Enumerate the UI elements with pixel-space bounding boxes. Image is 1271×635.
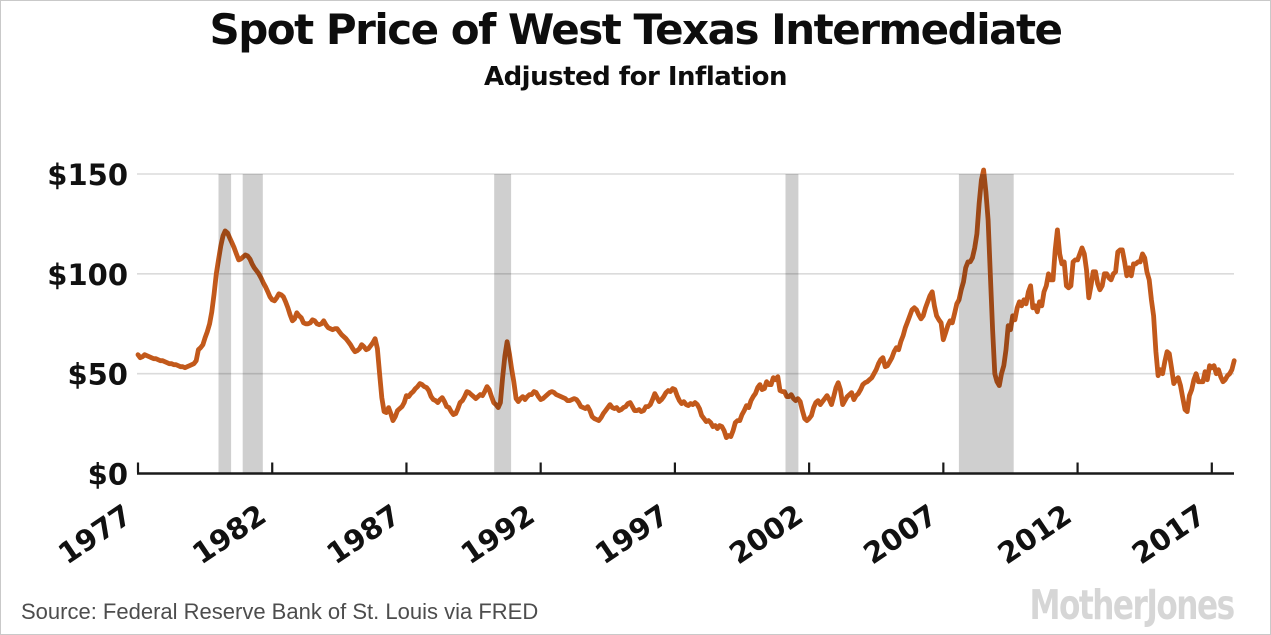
chart-subtitle: Adjusted for Inflation	[483, 62, 788, 92]
recession-band-5	[958, 174, 1014, 474]
y-tick-label-100: $100	[47, 258, 128, 292]
x-tick-label-1997: 1997	[589, 498, 675, 571]
x-tick-label-1982: 1982	[186, 498, 272, 571]
x-tick-label-1992: 1992	[455, 498, 541, 571]
recession-band-3	[494, 174, 512, 474]
chart-title: Spot Price of West Texas Intermediate	[209, 5, 1063, 54]
y-tick-label-50: $50	[67, 358, 128, 392]
price-line	[135, 167, 1237, 440]
y-tick-label-150: $150	[47, 158, 128, 192]
recession-band-1	[218, 174, 232, 474]
x-tick-label-1977: 1977	[52, 498, 138, 571]
x-tick-label-2007: 2007	[857, 498, 943, 571]
x-tick-label-2002: 2002	[723, 498, 809, 571]
x-tick-label-2012: 2012	[992, 498, 1078, 571]
recession-band-4	[785, 174, 799, 474]
recession-band-2	[242, 174, 263, 474]
mother-jones-logo: MotherJones	[1029, 581, 1236, 629]
x-tick-label-1987: 1987	[320, 498, 406, 571]
y-tick-label-0: $0	[88, 458, 128, 492]
source-note: Source: Federal Reserve Bank of St. Loui…	[21, 599, 539, 624]
x-tick-label-2017: 2017	[1126, 498, 1212, 571]
